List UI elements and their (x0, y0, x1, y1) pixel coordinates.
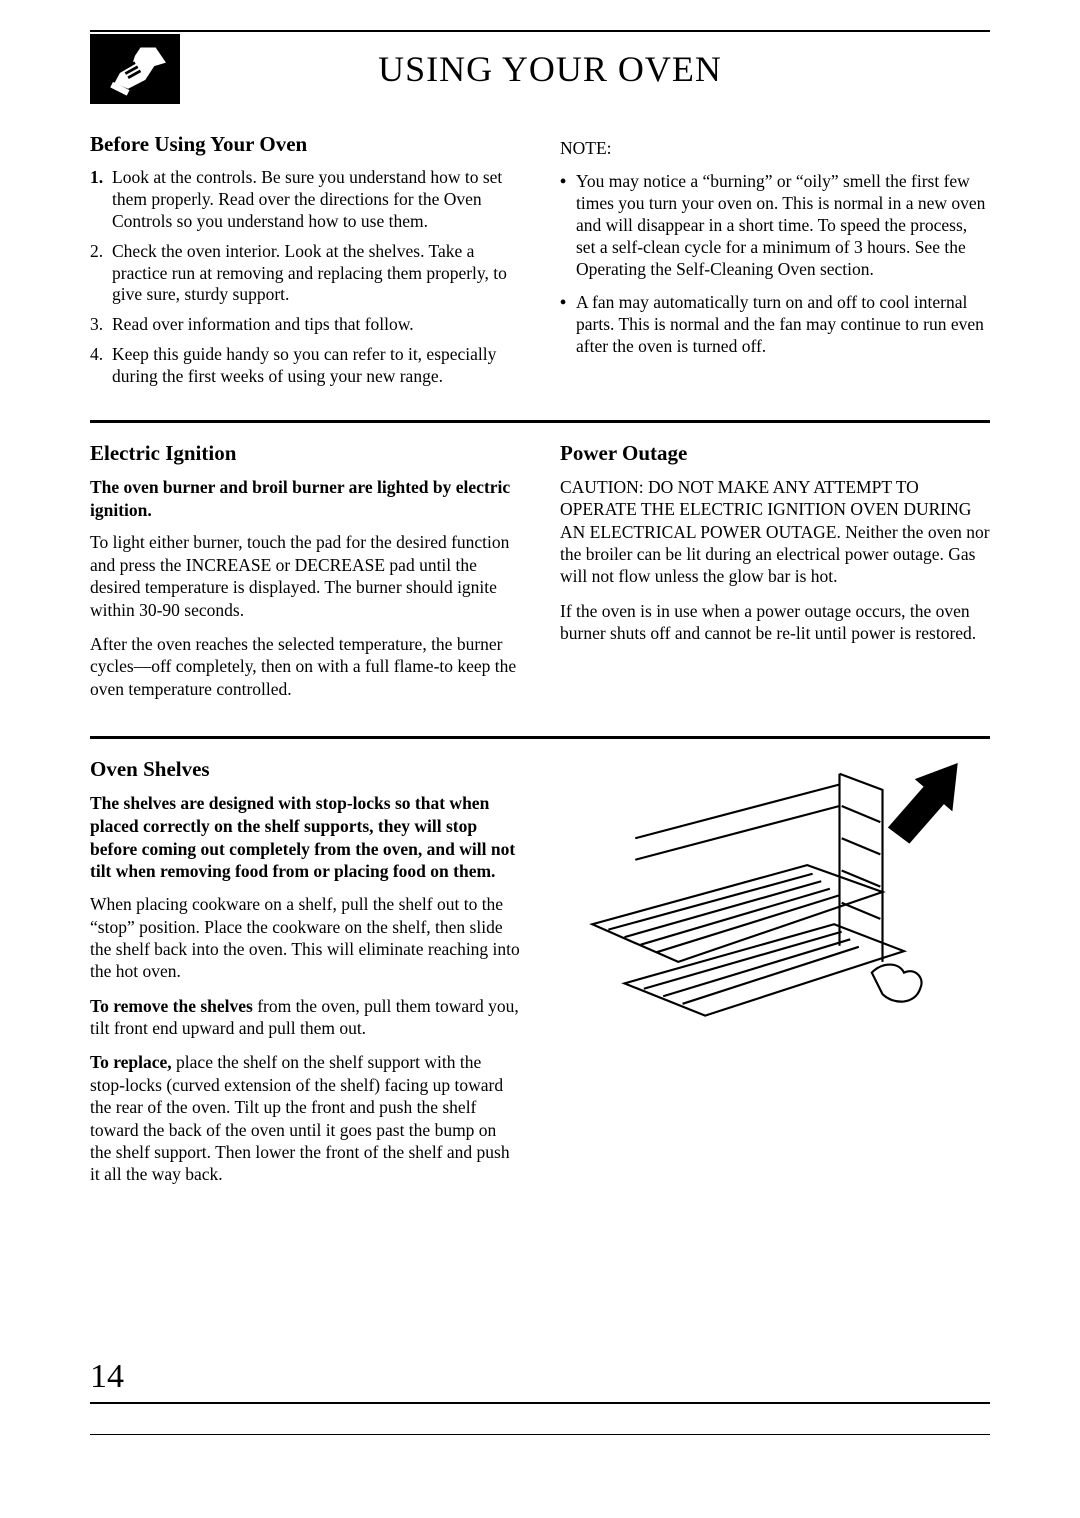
section-before-using: Before Using Your Oven 1. Look at the co… (90, 132, 990, 396)
heading-oven-shelves: Oven Shelves (90, 757, 520, 782)
col-right-2: Power Outage CAUTION: DO NOT MAKE ANY AT… (560, 441, 990, 712)
oven-mitt-icon (90, 34, 180, 104)
note-item: • You may notice a “burning” or “oily” s… (560, 171, 990, 280)
bullet-dot: • (560, 292, 576, 358)
mitt-svg (100, 42, 170, 97)
section-divider (90, 420, 990, 423)
list-item: 1. Look at the controls. Be sure you und… (90, 167, 520, 233)
ignition-p1: To light either burner, touch the pad fo… (90, 531, 520, 621)
item-text: Keep this guide handy so you can refer t… (112, 344, 520, 388)
section-oven-shelves: Oven Shelves The shelves are designed wi… (90, 757, 990, 1198)
heading-power-outage: Power Outage (560, 441, 990, 466)
item-number: 2. (90, 241, 112, 307)
item-number: 4. (90, 344, 112, 388)
note-text: You may notice a “burning” or “oily” sme… (576, 171, 990, 280)
item-text: Check the oven interior. Look at the she… (112, 241, 520, 307)
bottom-rule (90, 1402, 990, 1404)
item-text: Look at the controls. Be sure you unders… (112, 167, 520, 233)
heading-before-using: Before Using Your Oven (90, 132, 520, 157)
list-item: 2. Check the oven interior. Look at the … (90, 241, 520, 307)
section-ignition-power: Electric Ignition The oven burner and br… (90, 441, 990, 712)
col-left-3: Oven Shelves The shelves are designed wi… (90, 757, 520, 1198)
before-using-list: 1. Look at the controls. Be sure you und… (90, 167, 520, 388)
note-label: NOTE: (560, 138, 990, 159)
power-p1: CAUTION: DO NOT MAKE ANY ATTEMPT TO OPER… (560, 476, 990, 588)
ignition-p2: After the oven reaches the selected temp… (90, 633, 520, 700)
item-text: Read over information and tips that foll… (112, 314, 520, 336)
page-number: 14 (90, 1358, 990, 1396)
note-item: • A fan may automatically turn on and of… (560, 292, 990, 358)
list-item: 4. Keep this guide handy so you can refe… (90, 344, 520, 388)
notes-list: • You may notice a “burning” or “oily” s… (560, 171, 990, 358)
shelves-p2: To remove the shelves from the oven, pul… (90, 995, 520, 1040)
oven-shelf-illustration (560, 763, 990, 1043)
remove-bold: To remove the shelves (90, 996, 253, 1016)
item-number: 3. (90, 314, 112, 336)
shelves-bold-intro: The shelves are designed with stop-locks… (90, 792, 520, 883)
heading-electric-ignition: Electric Ignition (90, 441, 520, 466)
top-rule (90, 30, 990, 32)
shelves-p3: To replace, place the shelf on the shelf… (90, 1051, 520, 1185)
note-text: A fan may automatically turn on and off … (576, 292, 990, 358)
col-right-3 (560, 763, 990, 1198)
page-title: USING YOUR OVEN (200, 48, 990, 90)
ignition-bold-intro: The oven burner and broil burner are lig… (90, 476, 520, 522)
list-item: 3. Read over information and tips that f… (90, 314, 520, 336)
bottom-rule-thin (90, 1434, 990, 1435)
section-divider (90, 736, 990, 739)
replace-bold: To replace, (90, 1052, 172, 1072)
power-p2: If the oven is in use when a power outag… (560, 600, 990, 645)
col-left-2: Electric Ignition The oven burner and br… (90, 441, 520, 712)
header-row: USING YOUR OVEN (90, 34, 990, 104)
col-right-1: NOTE: • You may notice a “burning” or “o… (560, 132, 990, 396)
item-number: 1. (90, 167, 112, 233)
col-left-1: Before Using Your Oven 1. Look at the co… (90, 132, 520, 396)
bullet-dot: • (560, 171, 576, 280)
shelves-p1: When placing cookware on a shelf, pull t… (90, 893, 520, 983)
